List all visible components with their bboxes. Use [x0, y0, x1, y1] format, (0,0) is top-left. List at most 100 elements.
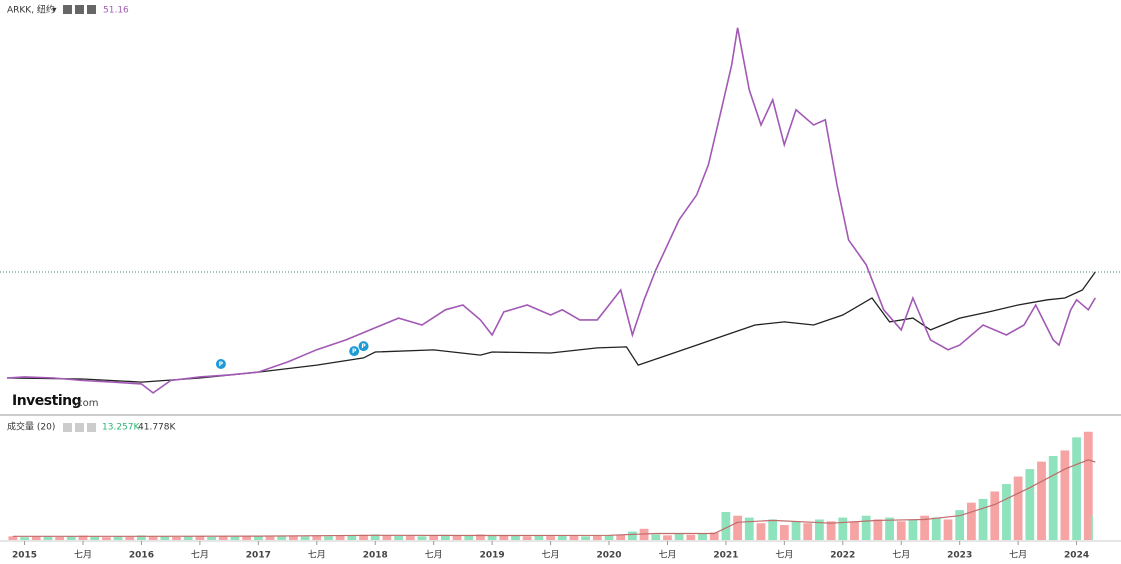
- volume-bar: [218, 536, 228, 540]
- x-tick-label: 七月: [658, 550, 676, 561]
- volume-bar: [581, 536, 591, 540]
- volume-bar: [920, 515, 930, 540]
- settings-icon[interactable]: [63, 423, 72, 432]
- volume-bar: [628, 531, 637, 540]
- volume-bar: [815, 519, 824, 540]
- close-icon[interactable]: [87, 423, 96, 432]
- x-tick-label: 七月: [74, 550, 92, 561]
- volume-bar: [394, 535, 403, 540]
- volume-title[interactable]: 成交量 (20): [7, 421, 55, 433]
- hide-icon[interactable]: [75, 5, 84, 14]
- volume-bar: [66, 536, 76, 540]
- volume-bar: [43, 535, 53, 540]
- x-tick-label: 2021: [713, 551, 738, 561]
- volume-bar: [78, 535, 88, 540]
- x-tick-label: 七月: [775, 550, 793, 561]
- volume-bar: [978, 498, 988, 540]
- volume-bar: [686, 534, 696, 540]
- volume-bar: [522, 536, 532, 540]
- volume-bar: [253, 536, 263, 540]
- volume-bar: [896, 521, 906, 540]
- x-tick-label: 七月: [1009, 550, 1027, 561]
- volume-bar: [698, 533, 707, 540]
- volume-bar: [277, 535, 287, 540]
- volume-bar: [885, 517, 894, 540]
- settings-icon[interactable]: [63, 5, 72, 14]
- ticker[interactable]: ARKK, 纽约: [7, 4, 55, 16]
- volume-bar: [312, 535, 322, 540]
- volume-bar: [990, 491, 1000, 540]
- volume-bar: [8, 536, 18, 540]
- volume-bar: [499, 535, 509, 540]
- x-tick-label: 七月: [892, 550, 910, 561]
- volume-bar: [838, 517, 848, 540]
- volume-bar: [405, 535, 415, 540]
- volume-bar: [452, 535, 462, 540]
- volume-bar: [663, 535, 672, 540]
- volume-bar: [230, 536, 240, 540]
- volume-bar: [148, 536, 158, 540]
- x-tick-label: 七月: [191, 550, 209, 561]
- volume-bar: [616, 534, 626, 540]
- volume-bar: [1037, 461, 1046, 540]
- close-icon[interactable]: [87, 5, 96, 14]
- dropdown-arrow[interactable]: ▾: [52, 6, 57, 16]
- volume-bar: [195, 535, 205, 540]
- x-tick-label: 七月: [425, 550, 443, 561]
- volume-bar: [1048, 456, 1058, 540]
- event-label: P: [219, 361, 224, 368]
- volume-bar: [674, 534, 684, 540]
- volume-bar: [1002, 484, 1011, 540]
- volume-bar: [733, 515, 742, 540]
- volume-bar: [768, 519, 778, 540]
- event-label: P: [361, 343, 366, 350]
- volume-bar: [557, 535, 567, 540]
- volume-bar: [779, 525, 789, 540]
- volume-bar: [31, 536, 41, 540]
- volume-bar: [955, 510, 965, 540]
- volume-bar: [55, 537, 64, 540]
- volume-bar: [569, 535, 579, 540]
- volume-bar: [300, 536, 310, 540]
- x-tick-label: 2015: [12, 551, 37, 561]
- volume-bar: [487, 535, 497, 540]
- event-marker: [349, 346, 360, 357]
- volume-bar: [359, 534, 368, 540]
- volume-bar: [382, 535, 392, 540]
- volume-bar: [931, 517, 941, 540]
- volume-bar: [347, 535, 357, 540]
- volume-bar: [464, 535, 474, 540]
- volume-bar: [125, 536, 135, 540]
- series-line: [6, 271, 1096, 383]
- x-tick-label: 2018: [363, 551, 388, 561]
- volume-bar: [20, 537, 29, 540]
- volume-bar: [873, 519, 883, 540]
- x-tick-label: 2020: [596, 551, 621, 561]
- volume-bar: [592, 535, 602, 540]
- volume-bar: [265, 536, 275, 540]
- volume-bar: [604, 535, 614, 540]
- volume-bar: [242, 536, 252, 540]
- moving-average: [12, 459, 1096, 537]
- volume-bar: [861, 515, 871, 540]
- volume-bar: [476, 534, 485, 540]
- volume-bar: [511, 535, 520, 540]
- volume-bar: [1083, 431, 1093, 540]
- volume-bar: [207, 536, 216, 540]
- x-tick-label: 2017: [246, 551, 271, 561]
- volume-bar: [943, 519, 953, 540]
- volume-bar: [721, 512, 731, 540]
- event-marker: [215, 358, 226, 369]
- volume-bar: [417, 536, 427, 540]
- hide-icon[interactable]: [75, 423, 84, 432]
- volume-bar: [1013, 476, 1023, 540]
- volume-bar: [1072, 437, 1081, 540]
- series-line: [6, 27, 1096, 394]
- ticker-price: 51.16: [103, 6, 129, 16]
- volume-bar: [966, 502, 976, 540]
- event-label: P: [352, 348, 357, 355]
- volume-bar: [756, 523, 766, 540]
- volume-bar: [440, 534, 450, 540]
